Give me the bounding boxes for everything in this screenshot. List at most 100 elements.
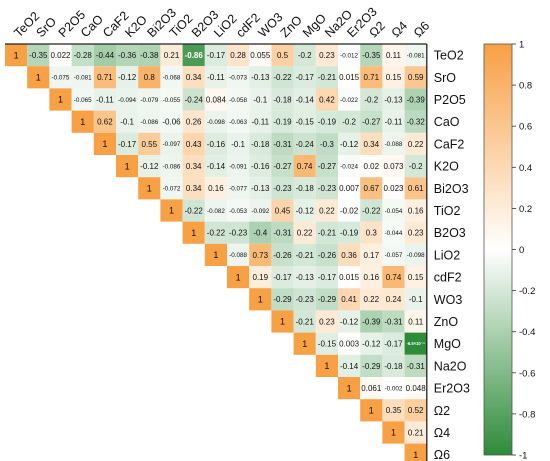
heatmap-cell: [338, 44, 361, 67]
heatmap-cell: [315, 266, 338, 289]
heatmap-cell: [227, 266, 250, 289]
column-label-ω4: Ω4: [389, 19, 410, 40]
heatmap-cell: [293, 88, 316, 111]
cell-value-label: -0.086: [140, 119, 158, 126]
heatmap-cell: [315, 310, 338, 333]
heatmap-cell: [382, 221, 405, 244]
heatmap-cell: [160, 44, 183, 67]
cell-value-label: 0.35: [386, 406, 402, 415]
cell-value-label: 1: [369, 406, 374, 416]
heatmap-cell: [271, 66, 294, 89]
heatmap-cell: [71, 66, 94, 89]
cell-value-label: 0.23: [408, 229, 424, 238]
heatmap-cell: [382, 177, 405, 200]
colorbar-tick-label: 0.6: [519, 122, 532, 133]
colorbar-tick-label: -1: [519, 451, 527, 461]
heatmap-cell: [382, 155, 405, 178]
column-label-wo3: WO3: [256, 10, 286, 40]
cell-value-label: -0.17: [273, 273, 292, 282]
heatmap-cell: [315, 44, 338, 67]
heatmap-cell: [27, 66, 50, 89]
row-label-bi2o3: Bi2O3: [434, 182, 469, 196]
heatmap-cell: [293, 221, 316, 244]
heatmap-cell: [271, 155, 294, 178]
cell-value-label: 1: [280, 317, 285, 327]
row-label-cdf2: cdF2: [434, 271, 462, 285]
row-label-b2o3: B2O3: [434, 226, 466, 240]
cell-value-label: -0.024: [340, 163, 358, 170]
cell-value-label: -0.15: [318, 340, 337, 349]
cell-value-label: -0.057: [385, 252, 403, 259]
heatmap-cell: [182, 110, 205, 133]
cell-value-label: 1: [169, 206, 174, 216]
cell-value-label: -6.5×10⁻⁵: [406, 341, 425, 346]
colorbar-tick-label: -0.6: [519, 368, 535, 379]
cell-value-label: 1: [58, 95, 63, 105]
cell-value-label: -0.088: [229, 252, 247, 259]
cell-value-label: -0.31: [407, 362, 426, 371]
cell-value-label: -0.24: [296, 140, 315, 149]
cell-value-label: 0.22: [319, 206, 335, 215]
row-label-na2o: Na2O: [434, 359, 467, 373]
row-label-mgo: MgO: [434, 337, 461, 351]
heatmap-cell: [271, 177, 294, 200]
cell-value-label: 0.52: [408, 406, 424, 415]
heatmap-cell: [249, 132, 272, 155]
heatmap-cell: [93, 132, 116, 155]
heatmap-cell: [404, 310, 427, 333]
heatmap-cell: [160, 110, 183, 133]
column-label-cdf2: cdF2: [233, 11, 263, 41]
cell-value-label: -0.23: [296, 295, 315, 304]
cell-value-label: 0.74: [386, 273, 402, 282]
cell-value-label: -0.098: [407, 252, 425, 259]
cell-value-label: 0.5: [277, 51, 289, 60]
heatmap-cell: [227, 110, 250, 133]
heatmap-cell: [293, 66, 316, 89]
cell-value-label: 0.061: [361, 384, 382, 393]
heatmap-cell: [360, 266, 383, 289]
heatmap-cell: [138, 66, 161, 89]
heatmap-cell: [182, 221, 205, 244]
cell-value-label: -0.22: [185, 206, 204, 215]
cell-value-label: -0.012: [340, 52, 358, 59]
heatmap-cell: [249, 155, 272, 178]
cell-value-label: 0.15: [408, 273, 424, 282]
cell-value-label: -0.094: [118, 97, 136, 104]
cell-value-label: -0.11: [96, 95, 114, 104]
cell-value-label: 0.02: [364, 162, 380, 171]
heatmap-cell: [293, 199, 316, 222]
heatmap-cell: [182, 177, 205, 200]
cell-value-label: -0.075: [52, 75, 70, 82]
colorbar-tick-label: -0.2: [519, 286, 535, 297]
heatmap-cell: [271, 310, 294, 333]
cell-value-label: -0.2: [342, 118, 356, 127]
heatmap-cell: [382, 266, 405, 289]
heatmap-cell: [338, 310, 361, 333]
heatmap-cell: [338, 221, 361, 244]
cell-value-label: 0.24: [386, 295, 402, 304]
heatmap-cell: [360, 354, 383, 377]
heatmap-cell: [293, 110, 316, 133]
cell-value-label: -0.077: [229, 186, 247, 193]
heatmap-cell: [227, 177, 250, 200]
heatmap-cell: [93, 110, 116, 133]
row-label-cao: CaO: [434, 115, 460, 129]
heatmap-cell: [116, 88, 139, 111]
heatmap-cells: 1 -0.35 0.022 -0.28 -0.44 -0.36 -0.38 0.21 -0.86…: [5, 44, 427, 461]
cell-value-label: -0.17: [318, 273, 337, 282]
cell-value-label: -0.29: [273, 295, 292, 304]
cell-value-label: -0.079: [140, 97, 158, 104]
cell-value-label: -0.097: [163, 141, 181, 148]
cell-value-label: -0.11: [207, 73, 225, 82]
colorbar-tick-label: 0.8: [519, 81, 532, 92]
heatmap-cell: [138, 110, 161, 133]
cell-value-label: -0.11: [251, 118, 269, 127]
cell-value-label: 1: [213, 250, 218, 260]
heatmap-cell: [315, 88, 338, 111]
heatmap-cell: [293, 310, 316, 333]
heatmap-cell: [249, 221, 272, 244]
heatmap-cell: [360, 155, 383, 178]
cell-value-label: -0.21: [296, 251, 315, 260]
heatmap-cell: [204, 110, 227, 133]
cell-value-label: -0.086: [163, 163, 181, 170]
